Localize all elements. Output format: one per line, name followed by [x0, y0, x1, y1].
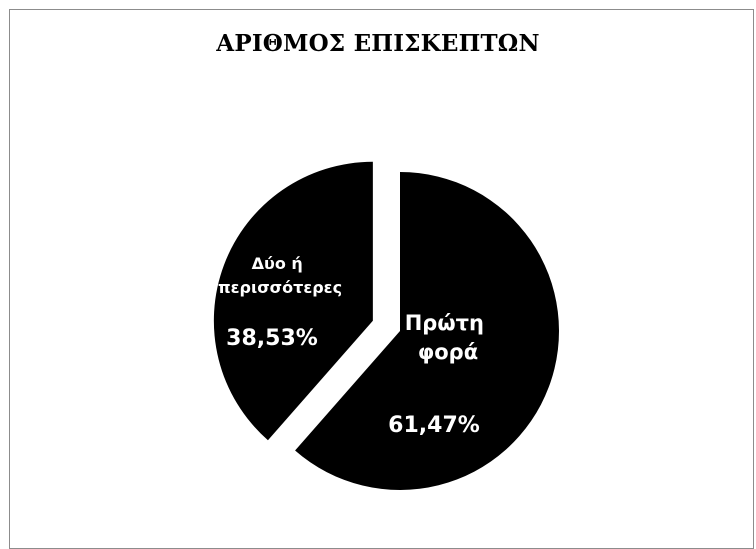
slice-value-first-time: 61,47% — [388, 413, 480, 438]
slice-value-two-or-more: 38,53% — [226, 326, 318, 351]
chart-title: ΑΡΙΘΜΟΣ ΕΠΙΣΚΕΠΤΩΝ — [216, 30, 540, 57]
pie-chart: Πρώτη φορά 61,47% Δύο ή περισσότερες 38,… — [213, 161, 559, 490]
slice-label-first-time-line1: Πρώτη — [405, 311, 484, 335]
slice-label-first-time: Πρώτη φορά — [405, 311, 492, 364]
pie-slice-two-or-more — [213, 161, 373, 441]
slice-label-two-or-more-line1: Δύο ή — [252, 254, 303, 273]
slice-label-two-or-more-line2: περισσότερες — [218, 278, 342, 297]
slice-label-first-time-line2: φορά — [418, 340, 478, 364]
slice-label-two-or-more: Δύο ή περισσότερες — [218, 254, 342, 297]
pie-slice-first-time — [295, 171, 559, 490]
